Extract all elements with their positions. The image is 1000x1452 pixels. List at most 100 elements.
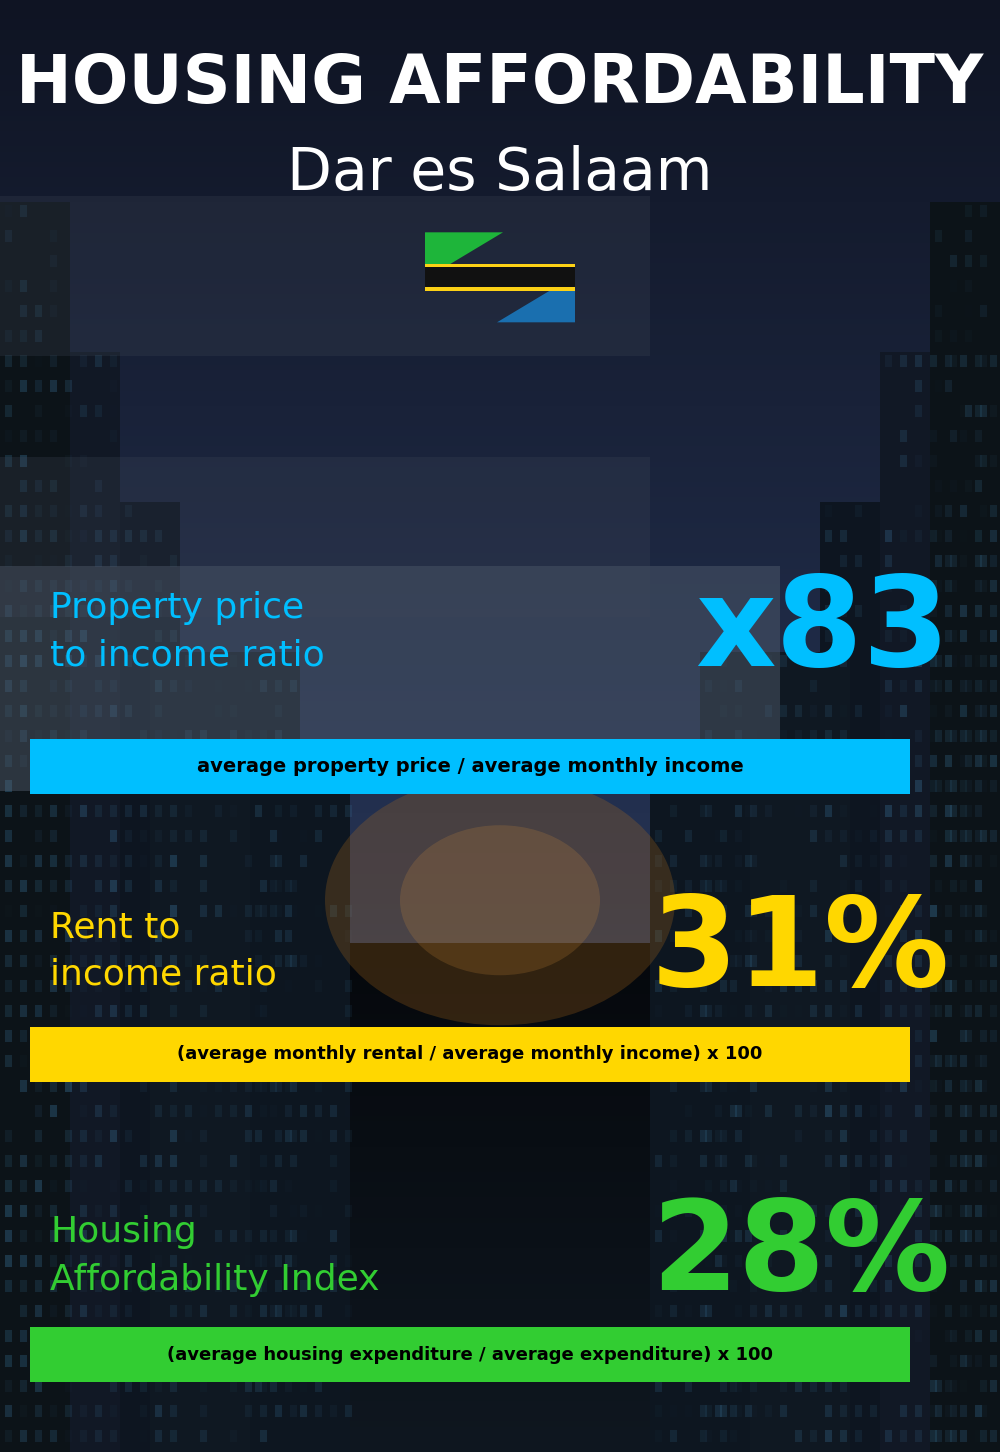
Bar	[170, 1305, 177, 1317]
Bar	[840, 655, 847, 666]
Bar	[705, 804, 712, 817]
Bar	[35, 780, 42, 791]
Bar	[825, 1330, 832, 1342]
Bar	[950, 730, 957, 742]
Bar	[960, 755, 967, 767]
Bar	[960, 1080, 967, 1092]
Bar	[795, 655, 802, 666]
Bar	[50, 1105, 57, 1117]
Bar	[65, 1130, 72, 1143]
Bar	[345, 1305, 352, 1317]
Bar	[990, 1130, 997, 1143]
Bar	[935, 680, 942, 693]
Bar	[95, 405, 102, 417]
Bar	[750, 1281, 757, 1292]
Bar	[900, 1180, 907, 1192]
Bar	[65, 680, 72, 693]
Bar	[5, 980, 12, 992]
Bar	[35, 505, 42, 517]
Bar	[95, 1154, 102, 1167]
Bar	[685, 1005, 692, 1016]
Bar	[700, 855, 707, 867]
Bar	[915, 804, 922, 817]
Bar	[125, 1330, 132, 1342]
Bar	[735, 1029, 742, 1043]
Bar	[125, 706, 132, 717]
Bar	[935, 1005, 942, 1016]
Bar	[245, 1105, 252, 1117]
Bar	[110, 804, 117, 817]
Bar	[670, 1205, 677, 1217]
Bar	[35, 1379, 42, 1392]
Bar	[900, 579, 907, 592]
Bar	[35, 1005, 42, 1016]
Bar	[20, 929, 27, 942]
Bar	[735, 804, 742, 817]
Bar	[20, 280, 27, 292]
Bar	[975, 1406, 982, 1417]
Bar	[795, 706, 802, 717]
Bar	[20, 1330, 27, 1342]
Bar	[35, 1080, 42, 1092]
Bar	[245, 730, 252, 742]
Bar	[80, 405, 87, 417]
Bar	[275, 1355, 282, 1366]
Bar	[80, 1330, 87, 1342]
Bar	[655, 1330, 662, 1342]
Bar	[155, 530, 162, 542]
Bar	[245, 1029, 252, 1043]
Bar	[20, 579, 27, 592]
Bar	[950, 880, 957, 892]
Bar	[915, 1080, 922, 1092]
Bar	[200, 1379, 207, 1392]
Bar	[670, 1130, 677, 1143]
Bar	[980, 1430, 987, 1442]
Bar	[5, 605, 12, 617]
Bar	[110, 1230, 117, 1241]
Bar	[110, 955, 117, 967]
Bar	[200, 880, 207, 892]
Bar	[5, 1355, 12, 1366]
Bar	[230, 1430, 237, 1442]
Bar	[930, 1005, 937, 1016]
Bar	[975, 481, 982, 492]
Bar	[795, 1029, 802, 1043]
Bar	[935, 555, 942, 566]
Bar	[50, 980, 57, 992]
Bar	[35, 1056, 42, 1067]
Bar	[155, 1406, 162, 1417]
Bar	[720, 1379, 727, 1392]
Bar	[935, 229, 942, 242]
Bar	[110, 831, 117, 842]
Bar	[20, 730, 27, 742]
Bar	[960, 855, 967, 867]
Bar	[735, 1205, 742, 1217]
Bar	[870, 755, 877, 767]
Bar	[155, 680, 162, 693]
Bar	[50, 855, 57, 867]
Bar	[185, 831, 192, 842]
Bar	[140, 1205, 147, 1217]
Bar	[840, 755, 847, 767]
Bar	[35, 605, 42, 617]
Bar	[750, 1230, 757, 1241]
Bar	[950, 1330, 957, 1342]
Bar	[0, 202, 70, 1452]
Bar	[930, 454, 937, 468]
Bar	[795, 1130, 802, 1143]
Bar	[705, 655, 712, 666]
Bar	[900, 1255, 907, 1268]
Bar	[765, 755, 772, 767]
Bar	[980, 1205, 987, 1217]
Bar	[5, 1281, 12, 1292]
Bar	[330, 1180, 337, 1192]
Bar	[765, 929, 772, 942]
Bar	[900, 354, 907, 367]
Bar	[750, 1080, 757, 1092]
Bar	[730, 1230, 737, 1241]
Bar	[5, 755, 12, 767]
Bar	[915, 1430, 922, 1442]
Bar	[840, 1130, 847, 1143]
Bar	[990, 1105, 997, 1117]
Bar	[975, 1080, 982, 1092]
